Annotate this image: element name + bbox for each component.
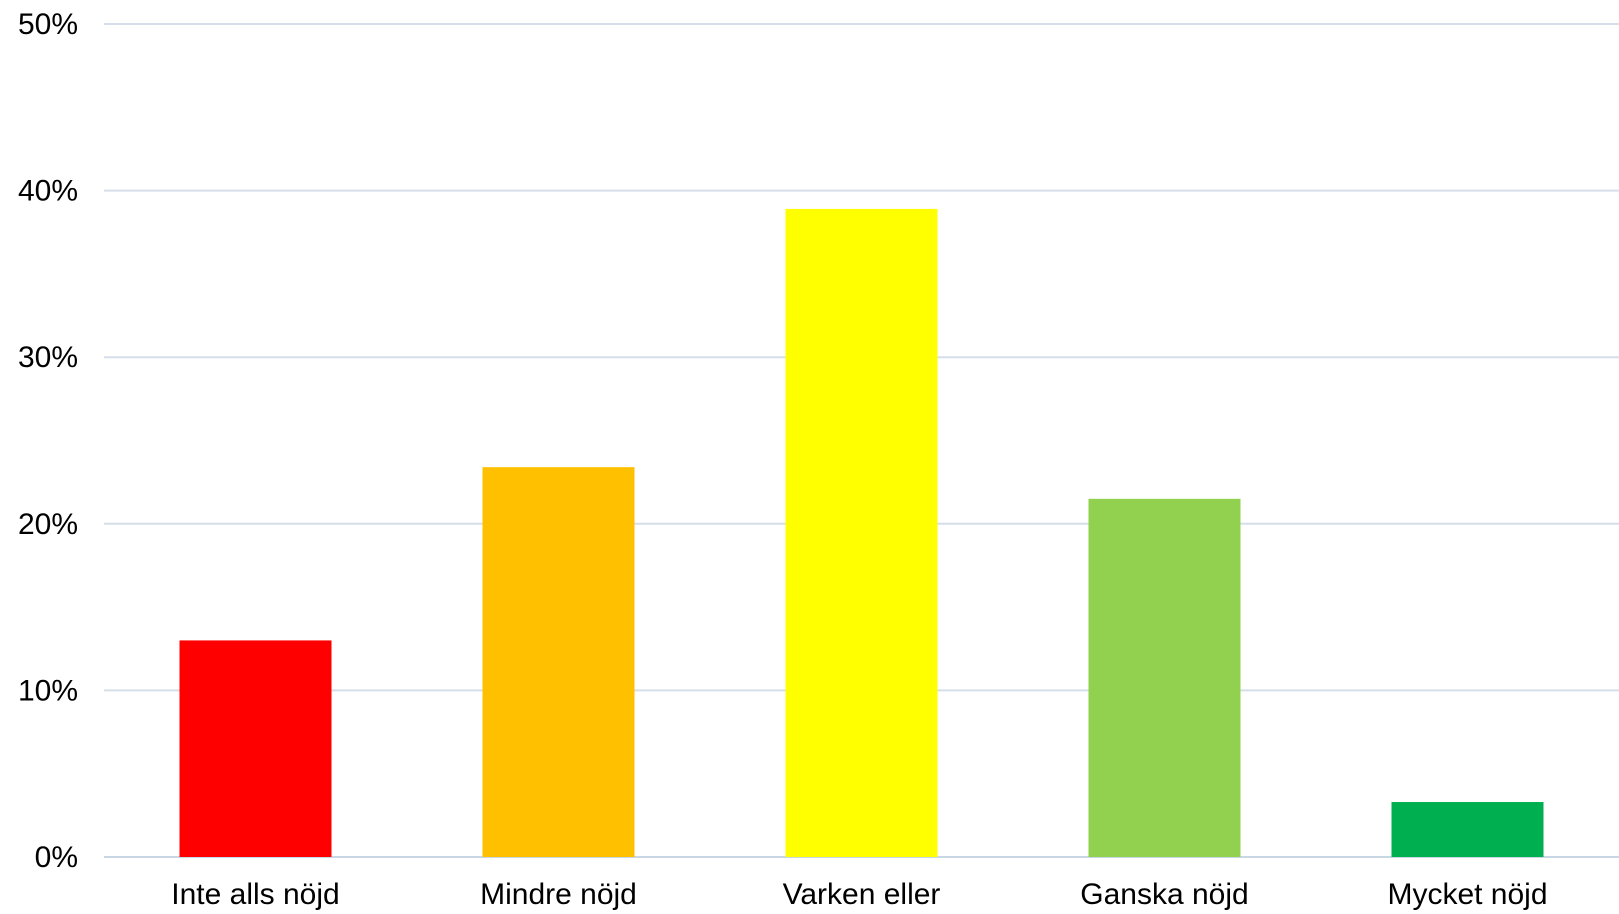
x-category-label: Mindre nöjd xyxy=(480,878,637,911)
bar-4 xyxy=(1088,498,1241,857)
y-tick-label: 20% xyxy=(18,508,78,541)
y-tick-label: 50% xyxy=(18,8,78,41)
x-category-label: Varken eller xyxy=(783,878,941,911)
bar-3 xyxy=(785,208,938,857)
y-tick-label: 40% xyxy=(18,175,78,208)
bars xyxy=(179,208,1544,857)
y-tick-label: 30% xyxy=(18,341,78,374)
x-category-label: Inte alls nöjd xyxy=(171,878,339,911)
y-axis-tick-labels: 0% 10% 20% 30% 40% 50% xyxy=(18,8,78,874)
x-category-label: Mycket nöjd xyxy=(1387,878,1547,911)
bar-5 xyxy=(1391,802,1544,857)
y-tick-label: 0% xyxy=(35,841,78,874)
bar-2 xyxy=(482,467,635,857)
x-category-label: Ganska nöjd xyxy=(1080,878,1248,911)
x-axis-category-labels: Inte alls nöjd Mindre nöjd Varken eller Gan… xyxy=(171,878,1547,911)
y-tick-label: 10% xyxy=(18,674,78,707)
bar-1 xyxy=(179,640,332,857)
